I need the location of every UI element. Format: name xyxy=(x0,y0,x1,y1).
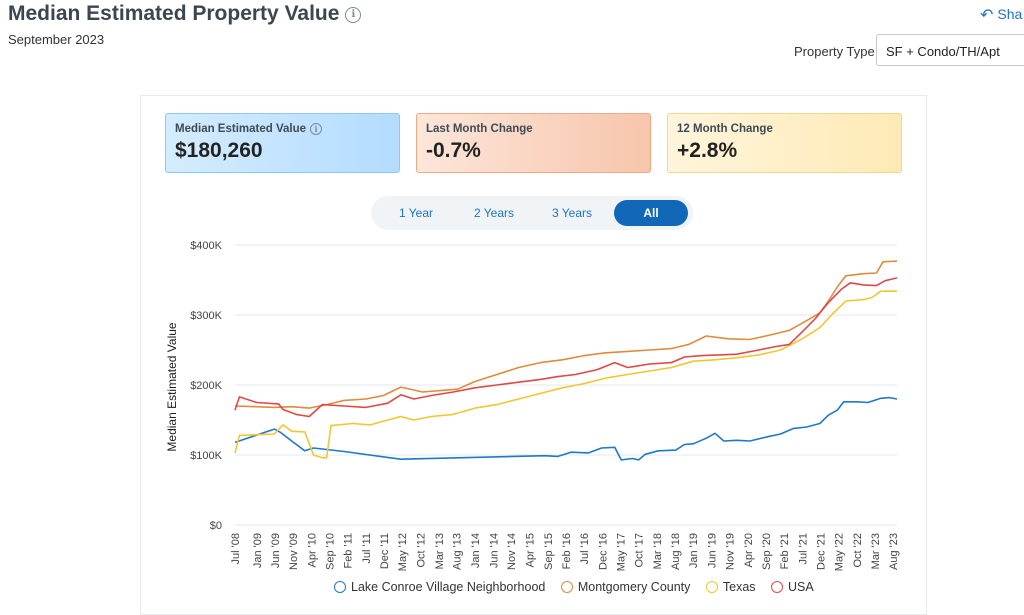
series-line-lake_conroe xyxy=(234,396,898,461)
y-axis-title: Median Estimated Value xyxy=(165,322,179,452)
x-tick-label: Jan '09 xyxy=(252,533,264,568)
stat-label-text: Median Estimated Value xyxy=(175,123,307,135)
x-tick-label: Aug '23 xyxy=(888,533,900,570)
legend-label: Lake Conroe Village Neighborhood xyxy=(351,580,546,594)
x-tick-label: Apr '20 xyxy=(743,533,755,568)
x-tick-label: Jan '14 xyxy=(470,533,482,568)
chart-legend: Lake Conroe Village Neighborhood Montgom… xyxy=(334,580,826,594)
x-tick-label: Aug '18 xyxy=(670,533,682,570)
x-tick-label: Nov '14 xyxy=(506,533,518,570)
x-tick-label: Oct '22 xyxy=(852,533,864,568)
x-tick-label: Mar '18 xyxy=(652,533,664,569)
x-tick-label: Dec '11 xyxy=(379,533,391,569)
report-date: September 2023 xyxy=(8,32,105,47)
series-line-usa xyxy=(234,277,898,418)
stat-value: $180,260 xyxy=(175,139,263,162)
stat-median-value: Median Estimated Value i $180,260 xyxy=(165,113,400,173)
line-chart: $0 $100K $200K $300K $400K Median Estimated V… xyxy=(165,240,900,571)
legend-label: USA xyxy=(788,580,814,594)
share-label: Sha xyxy=(997,6,1023,22)
x-tick-label: Jun '19 xyxy=(707,533,719,568)
stat-last-month-change: Last Month Change -0.7% xyxy=(416,113,651,173)
page-title: Median Estimated Property Value i xyxy=(8,2,362,26)
x-tick-label: May '22 xyxy=(834,533,846,571)
legend-swatch-texas xyxy=(705,581,718,593)
legend-item-montgomery[interactable]: Montgomery County xyxy=(560,580,691,594)
x-tick-label: Feb '16 xyxy=(561,533,573,569)
legend-swatch-montgomery xyxy=(560,581,573,593)
share-button[interactable]: ↶ Sha xyxy=(980,5,1022,25)
x-tick-label: Jun '09 xyxy=(270,533,282,568)
stat-label: Last Month Change xyxy=(426,123,533,135)
legend-swatch-usa xyxy=(771,581,784,593)
y-tick-label: $300K xyxy=(190,310,222,322)
legend-item-texas[interactable]: Texas xyxy=(705,580,756,594)
stat-label: 12 Month Change xyxy=(677,123,773,135)
x-tick-label: Sep '15 xyxy=(543,533,555,570)
x-tick-label: Jul '11 xyxy=(361,533,373,564)
x-tick-label: Oct '12 xyxy=(415,533,427,568)
range-3-years[interactable]: 3 Years xyxy=(551,206,593,220)
info-icon[interactable]: i xyxy=(310,123,323,135)
range-2-years[interactable]: 2 Years xyxy=(473,206,515,220)
x-tick-label: May '12 xyxy=(397,533,409,571)
property-type-label: Property Type xyxy=(794,44,875,59)
range-1-year[interactable]: 1 Year xyxy=(398,206,434,220)
x-tick-label: Jun '14 xyxy=(488,533,500,568)
x-tick-label: Mar '13 xyxy=(434,533,446,569)
legend-label: Montgomery County xyxy=(577,580,691,594)
x-tick-label: Dec '16 xyxy=(597,533,609,570)
x-tick-label: Aug '13 xyxy=(452,533,464,570)
x-tick-label: Nov '19 xyxy=(724,533,736,570)
x-tick-label: Apr '15 xyxy=(525,533,537,568)
x-tick-label: Sep '10 xyxy=(325,533,337,570)
x-tick-label: May '17 xyxy=(615,533,627,571)
x-tick-label: Mar '23 xyxy=(870,533,882,569)
chart-card xyxy=(140,95,927,615)
x-tick-label: Dec '21 xyxy=(816,533,828,570)
stat-value: -0.7% xyxy=(426,139,481,162)
y-tick-label: $0 xyxy=(210,520,222,532)
x-tick-label: Jul '08 xyxy=(230,533,242,564)
property-type-select[interactable]: SF + Condo/TH/Apt xyxy=(876,34,1024,66)
x-tick-label: Jul '16 xyxy=(579,533,591,564)
y-tick-label: $200K xyxy=(190,380,222,392)
x-tick-label: Jan '19 xyxy=(688,533,700,568)
x-tick-label: Oct '17 xyxy=(634,533,646,568)
legend-item-lake-conroe[interactable]: Lake Conroe Village Neighborhood xyxy=(334,580,545,594)
x-tick-label: Feb '21 xyxy=(779,533,791,569)
y-tick-label: $400K xyxy=(190,240,222,252)
legend-swatch-lake-conroe xyxy=(334,581,346,593)
stat-12-month-change: 12 Month Change +2.8% xyxy=(667,113,902,173)
stat-value: +2.8% xyxy=(677,139,738,162)
range-all[interactable]: All xyxy=(614,200,688,226)
legend-label: Texas xyxy=(722,580,756,594)
page-title-text: Median Estimated Property Value xyxy=(8,2,340,25)
y-tick-label: $100K xyxy=(190,450,222,462)
share-icon: ↶ xyxy=(980,7,994,24)
x-tick-label: Jul '21 xyxy=(797,533,809,564)
series-line-montgomery xyxy=(234,260,898,409)
x-tick-label: Feb '11 xyxy=(343,533,355,569)
x-tick-label: Sep '20 xyxy=(761,533,773,570)
info-icon[interactable]: i xyxy=(345,7,362,23)
x-tick-label: Nov '09 xyxy=(288,533,300,570)
x-tick-label: Apr '10 xyxy=(306,533,318,568)
series-line-texas xyxy=(234,290,897,459)
legend-item-usa[interactable]: USA xyxy=(771,580,814,594)
stat-label: Median Estimated Value i xyxy=(175,123,390,135)
time-range-selector: 1 Year 2 Years 3 Years All xyxy=(371,196,693,230)
